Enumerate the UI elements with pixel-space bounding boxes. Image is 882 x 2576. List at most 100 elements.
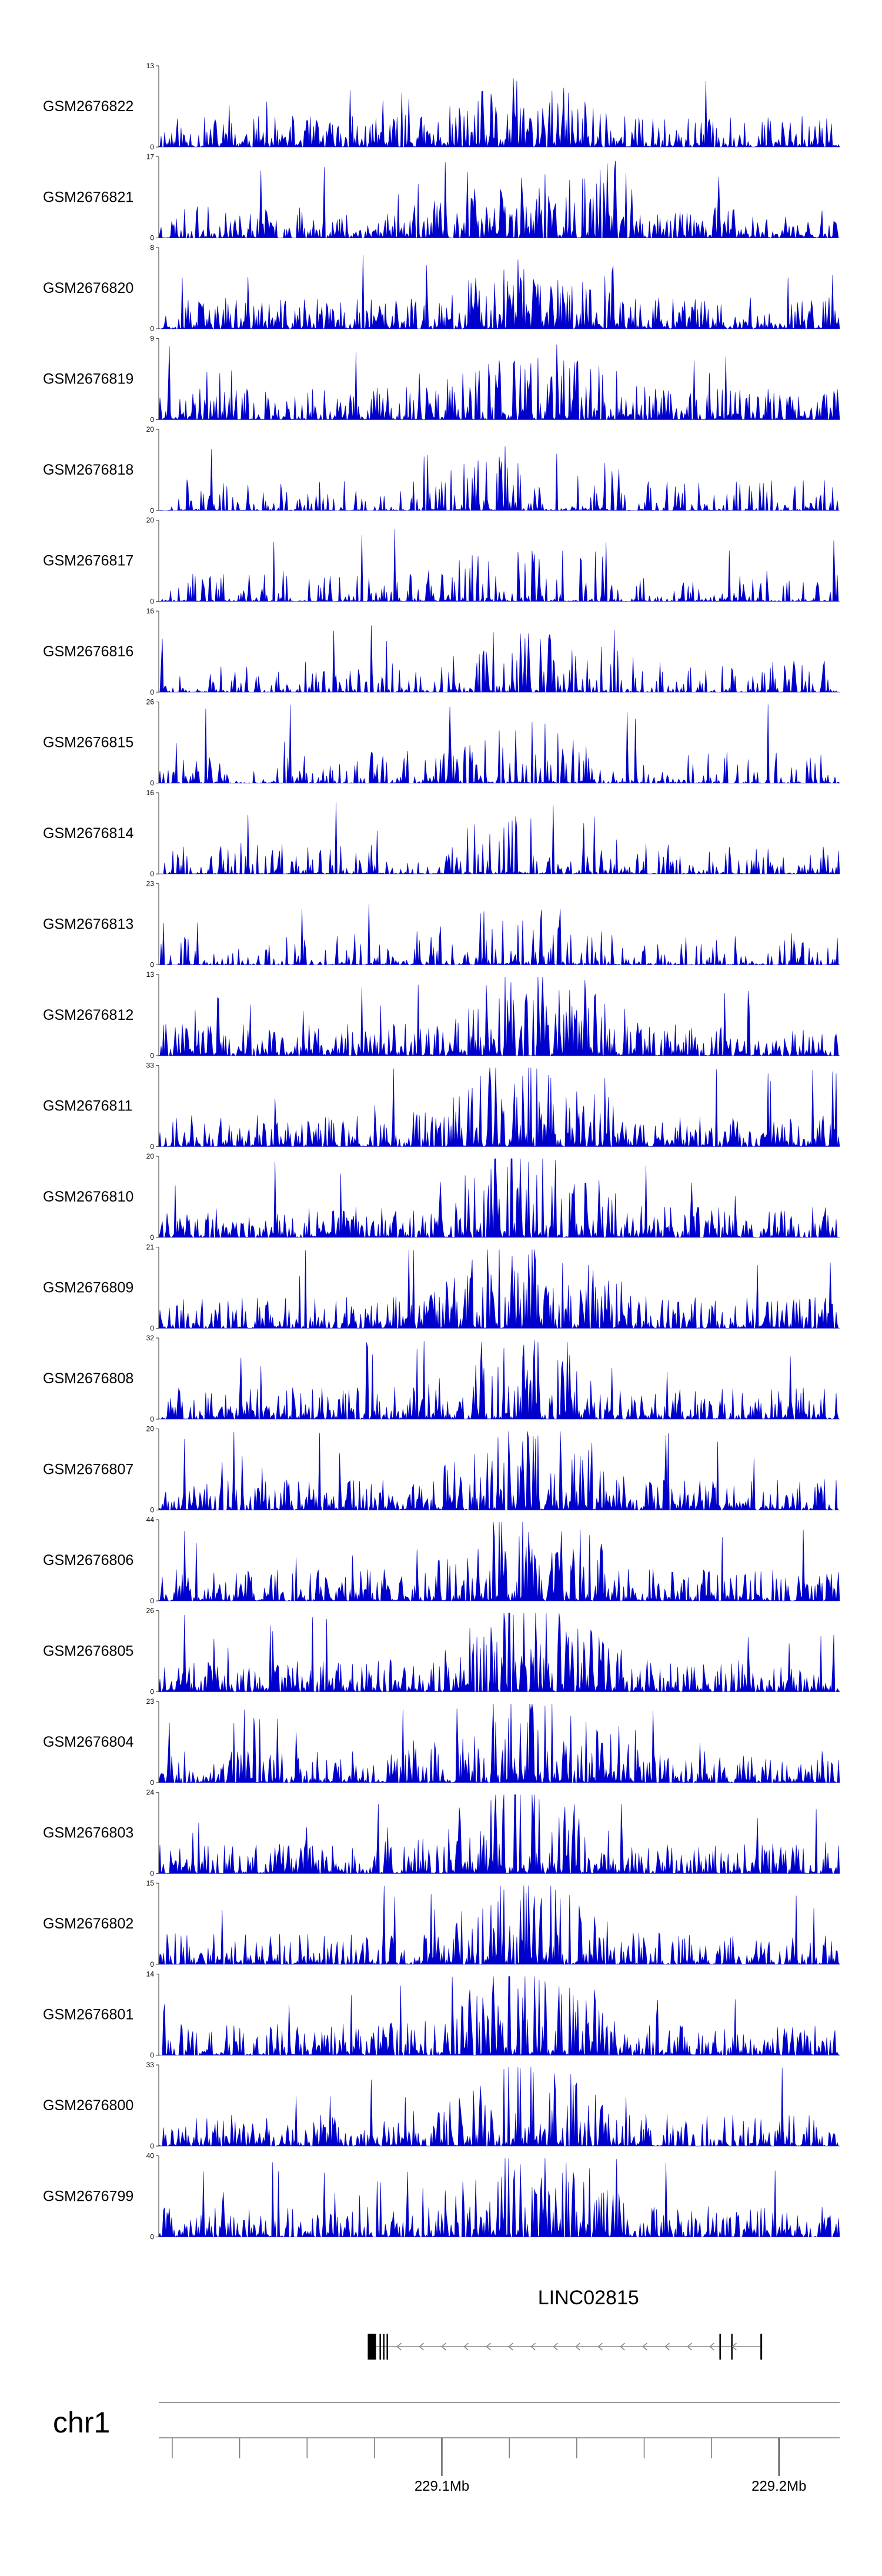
strand-arrow-icon: [731, 2343, 737, 2351]
track-label: GSM2676800: [43, 2097, 133, 2114]
signal-track: GSM2676803 24 0: [43, 1788, 840, 1878]
track-signal: [158, 903, 840, 966]
track-ymin-label: 0: [150, 1688, 154, 1696]
track-label: GSM2676814: [43, 825, 133, 842]
signal-track: GSM2676810 20 0: [43, 1152, 840, 1242]
track-ymin-label: 0: [150, 1143, 154, 1151]
strand-arrow-icon: [664, 2343, 670, 2351]
track-signal: [158, 704, 840, 784]
track-ymin-label: 0: [150, 1324, 154, 1333]
track-signal: [158, 1976, 840, 2056]
signal-track: GSM2676809 21 0: [43, 1243, 840, 1333]
track-ymax-label: 23: [146, 880, 155, 888]
track-ymax-label: 16: [146, 607, 155, 615]
track-signal: [158, 1158, 840, 1239]
track-label: GSM2676809: [43, 1280, 133, 1296]
strand-arrow-icon: [419, 2343, 424, 2351]
track-ymax-label: 33: [146, 2061, 155, 2069]
track-ymax-label: 23: [146, 1697, 155, 1706]
track-ymax-label: 20: [146, 425, 155, 433]
signal-track: GSM2676822 13 0: [43, 62, 840, 151]
track-label: GSM2676799: [43, 2188, 133, 2205]
gene-name-label: LINC02815: [538, 2287, 639, 2309]
track-ymax-label: 20: [146, 1152, 155, 1160]
signal-track: GSM2676811 33 0: [43, 1062, 840, 1151]
track-ymin-label: 0: [150, 1052, 154, 1060]
track-label: GSM2676815: [43, 735, 133, 751]
signal-track: GSM2676806 44 0: [43, 1516, 840, 1605]
signal-track: GSM2676801 14 0: [43, 1970, 840, 2060]
track-signal: [158, 625, 840, 693]
strand-arrow-icon: [396, 2343, 402, 2351]
signal-track: GSM2676799 40 0: [43, 2152, 840, 2241]
gene-track: LINC02815: [368, 2287, 763, 2360]
strand-arrow-icon: [553, 2343, 558, 2351]
track-ymax-label: 17: [146, 153, 155, 161]
signal-track: GSM2676804 23 0: [43, 1697, 840, 1787]
track-label: GSM2676805: [43, 1643, 133, 1660]
track-label: GSM2676801: [43, 2007, 133, 2023]
track-label: GSM2676802: [43, 1916, 133, 1932]
signal-track: GSM2676819 9 0: [43, 335, 840, 424]
track-ymax-label: 26: [146, 1607, 155, 1615]
track-ymax-label: 26: [146, 698, 155, 706]
track-signal: [158, 344, 840, 421]
track-label: GSM2676812: [43, 1007, 133, 1023]
track-ymin-label: 0: [150, 1415, 154, 1423]
track-ymax-label: 40: [146, 2152, 155, 2160]
strand-arrow-icon: [642, 2343, 647, 2351]
track-signal: [158, 446, 840, 512]
track-ymin-label: 0: [150, 779, 154, 788]
track-label: GSM2676821: [43, 189, 133, 206]
gene-exon: [386, 2334, 388, 2360]
track-label: GSM2676816: [43, 643, 133, 660]
track-label: GSM2676822: [43, 98, 133, 115]
track-signal: [158, 1431, 840, 1511]
signal-track: GSM2676820 8 0: [43, 243, 840, 333]
track-label: GSM2676818: [43, 462, 133, 478]
axis-lines: 229.1Mb 229.2Mb: [159, 2402, 840, 2494]
signal-track: GSM2676805 26 0: [43, 1607, 840, 1696]
track-ymax-label: 24: [146, 1788, 155, 1797]
strand-arrow-icon: [597, 2343, 603, 2351]
gene-exon: [719, 2334, 721, 2360]
strand-arrow-icon: [463, 2343, 469, 2351]
strand-arrow-icon: [441, 2343, 446, 2351]
track-ymax-label: 8: [150, 243, 154, 252]
track-signal: [158, 976, 840, 1057]
track-ymax-label: 16: [146, 789, 155, 797]
track-ymin-label: 0: [150, 688, 154, 696]
track-ymax-label: 20: [146, 516, 155, 525]
signal-track: GSM2676816 16 0: [43, 607, 840, 696]
track-ymin-label: 0: [150, 143, 154, 151]
signal-track: GSM2676808 32 0: [43, 1334, 840, 1423]
track-ymin-label: 0: [150, 2142, 154, 2150]
track-signal: [158, 1613, 840, 1693]
track-signal: [158, 529, 840, 602]
track-label: GSM2676806: [43, 1552, 133, 1569]
strand-arrow-icon: [709, 2343, 714, 2351]
track-label: GSM2676807: [43, 1461, 133, 1478]
track-ymax-label: 9: [150, 335, 154, 343]
track-ymin-label: 0: [150, 961, 154, 969]
track-signal: [158, 1794, 840, 1874]
strand-arrow-icon: [575, 2343, 580, 2351]
signal-track: GSM2676813 23 0: [43, 880, 840, 969]
signal-track: GSM2676812 13 0: [43, 970, 840, 1060]
track-ymin-label: 0: [150, 1506, 154, 1514]
signal-tracks: GSM2676822130GSM2676821170GSM267682080GS…: [43, 62, 840, 2241]
track-signal: [158, 78, 840, 148]
track-signal: [158, 2067, 840, 2147]
track-signal: [158, 1067, 840, 1147]
gene-model: [368, 2334, 763, 2360]
track-ymin-label: 0: [150, 1960, 154, 1968]
gene-exon: [368, 2334, 376, 2360]
track-ymin-label: 0: [150, 598, 154, 606]
signal-track: GSM2676814 16 0: [43, 789, 840, 878]
track-ymax-label: 14: [146, 1970, 155, 1978]
chromosome-axis: chr1 229.1Mb 229.2Mb: [53, 2402, 840, 2494]
track-ymax-label: 20: [146, 1425, 155, 1433]
track-ymax-label: 32: [146, 1334, 155, 1342]
track-ymax-label: 13: [146, 62, 155, 70]
